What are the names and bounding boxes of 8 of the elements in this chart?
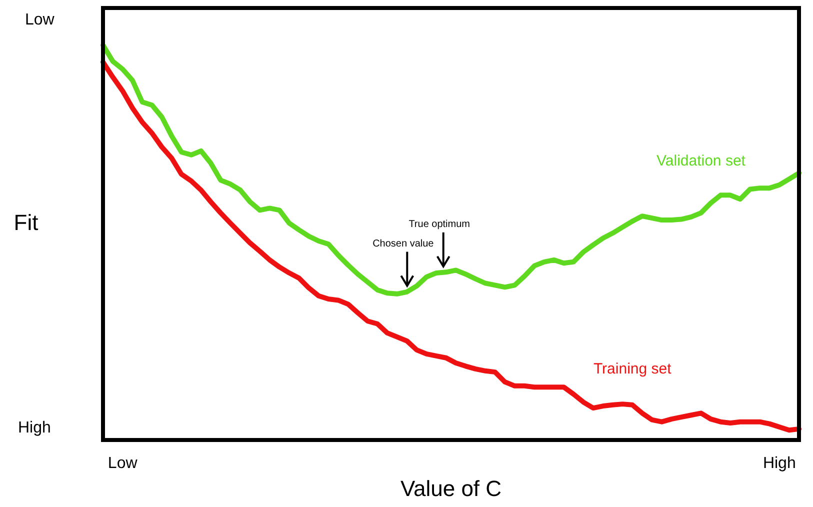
annotation: Chosen value	[372, 238, 434, 250]
y-axis-title: Fit	[14, 210, 38, 236]
series-label: Validation set	[656, 152, 746, 170]
series-label: Training set	[593, 360, 672, 378]
text: Low	[25, 11, 55, 28]
x-axis-title: Value of C	[400, 476, 502, 501]
text: High	[18, 419, 51, 436]
annotation: True optimum	[408, 219, 470, 230]
